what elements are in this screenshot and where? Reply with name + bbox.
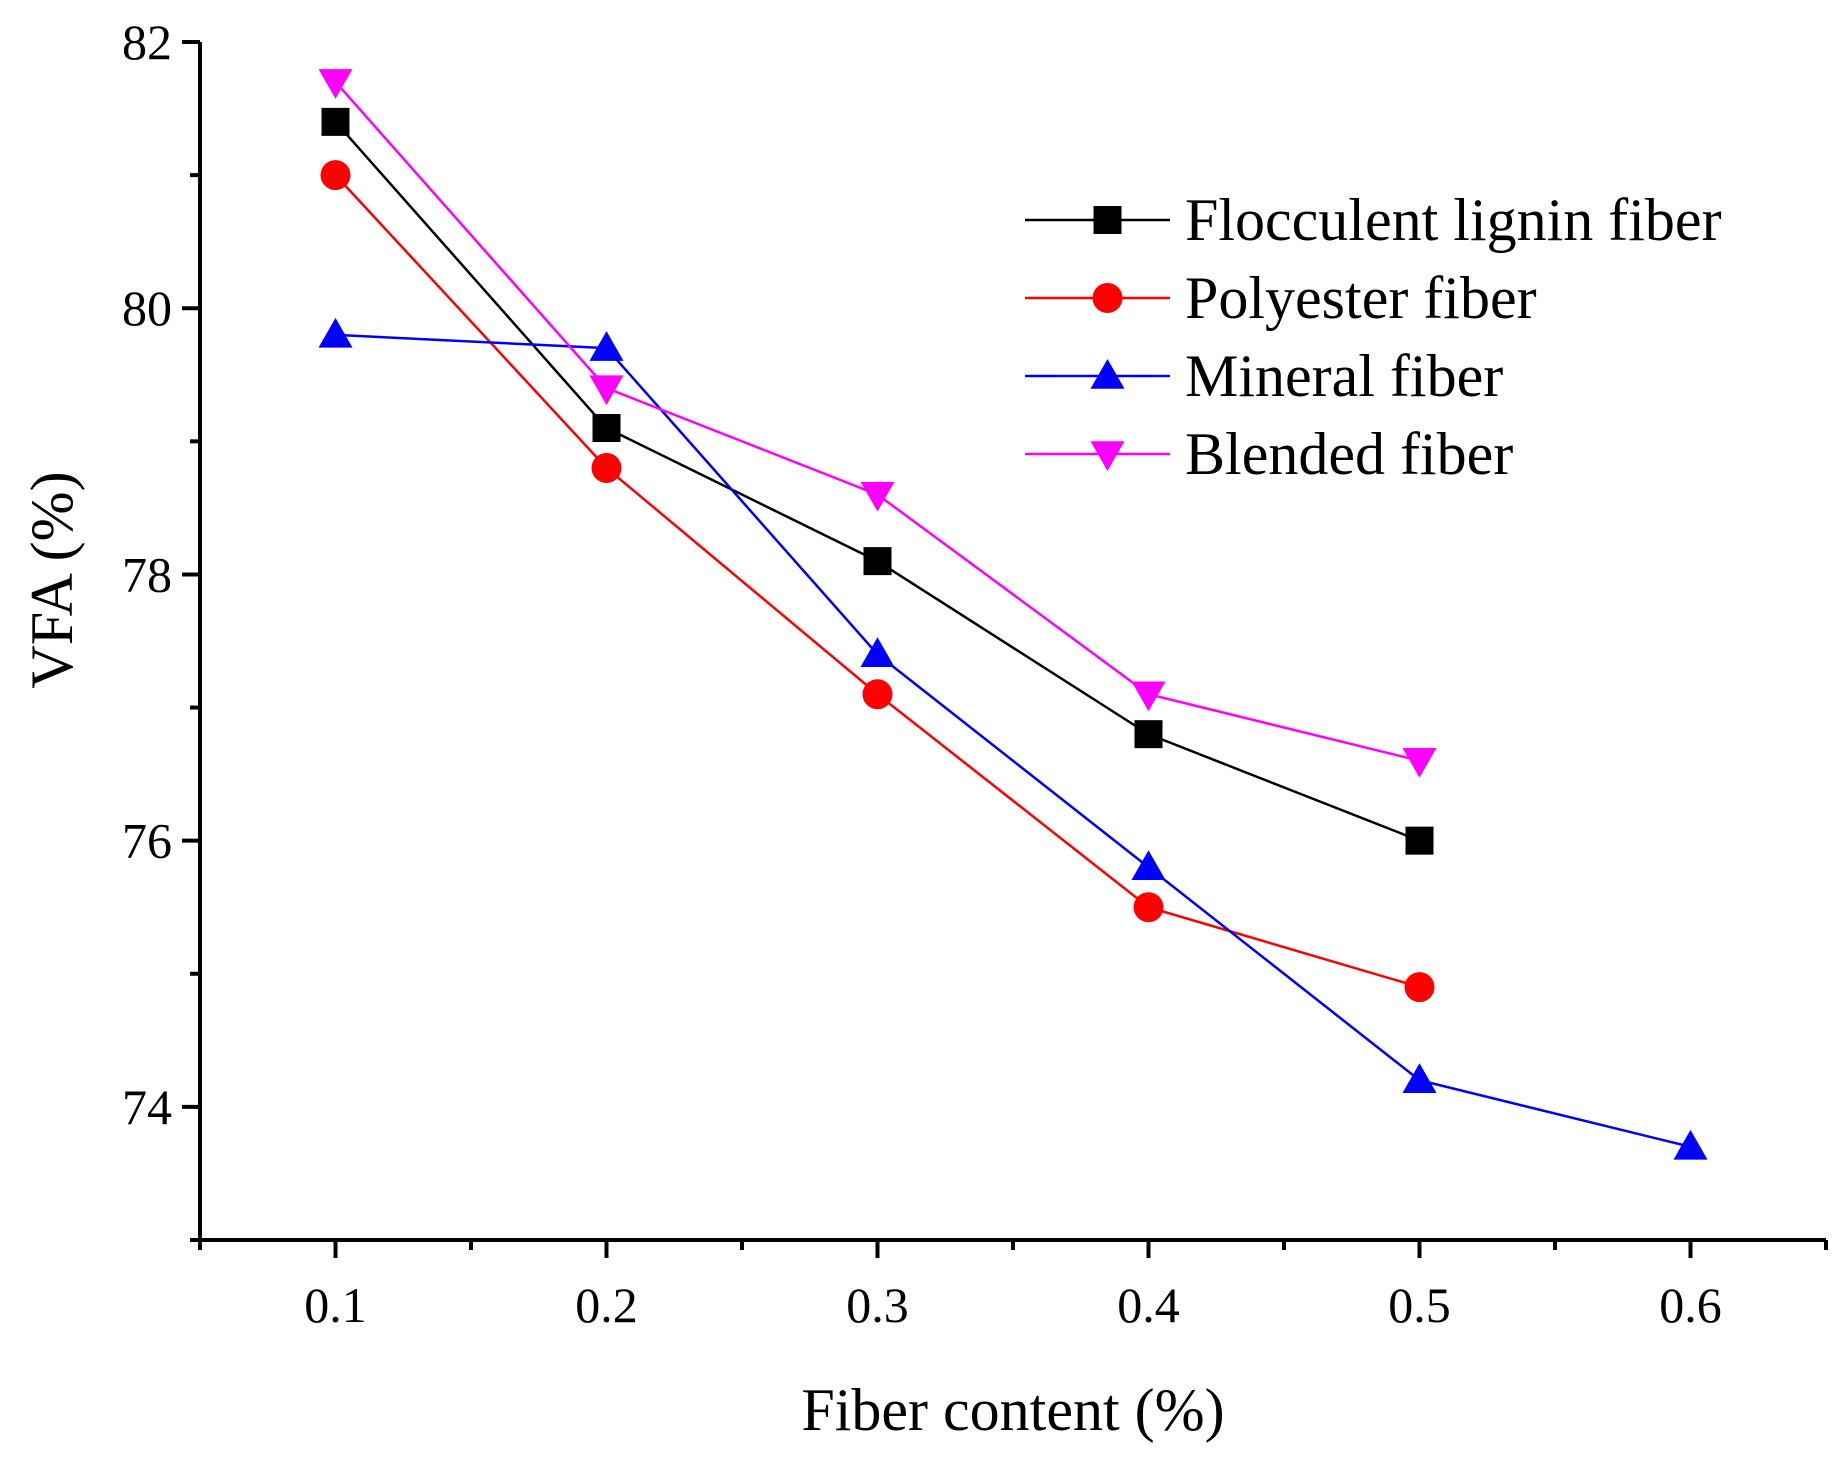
data-point bbox=[589, 375, 624, 406]
x-tick-label: 0.5 bbox=[1388, 1277, 1451, 1333]
legend-marker bbox=[1090, 441, 1125, 471]
y-axis-title: VFA (%) bbox=[19, 471, 85, 688]
data-point bbox=[592, 414, 621, 443]
data-point bbox=[1404, 972, 1435, 1003]
data-point bbox=[1134, 720, 1163, 749]
data-point bbox=[320, 160, 351, 191]
data-point bbox=[1131, 681, 1166, 712]
series-line bbox=[335, 333, 1691, 1149]
y-tick-label: 76 bbox=[122, 813, 172, 869]
data-point bbox=[1402, 1063, 1437, 1094]
legend-label: Polyester fiber bbox=[1185, 265, 1537, 331]
legend-label: Mineral fiber bbox=[1185, 343, 1503, 409]
data-point bbox=[321, 107, 350, 136]
y-tick-label: 78 bbox=[122, 546, 172, 602]
data-point bbox=[860, 481, 895, 512]
data-point bbox=[862, 679, 893, 710]
data-point bbox=[318, 317, 353, 348]
y-tick-label: 80 bbox=[122, 280, 172, 336]
ticks: 74 76 78 80 82 0.1 0.2 0.3 0.4 0.5 0.6 bbox=[122, 14, 1828, 1333]
legend-marker bbox=[1090, 359, 1125, 389]
legend: Flocculent lignin fiber Polyester fiber Mi… bbox=[1025, 187, 1722, 487]
data-point bbox=[863, 547, 892, 576]
x-tick-label: 0.4 bbox=[1117, 1277, 1180, 1333]
legend-marker bbox=[1093, 206, 1122, 234]
y-tick-label: 82 bbox=[122, 14, 172, 70]
data-point bbox=[860, 637, 895, 668]
data-point bbox=[589, 331, 624, 361]
data-point bbox=[1133, 892, 1164, 923]
legend-label: Flocculent lignin fiber bbox=[1185, 187, 1722, 253]
data-point bbox=[1673, 1129, 1708, 1160]
data-point bbox=[1405, 826, 1434, 855]
y-tick-label: 74 bbox=[122, 1079, 172, 1135]
data-point bbox=[1402, 748, 1437, 778]
legend-marker bbox=[1092, 283, 1123, 313]
x-axis-title: Fiber content (%) bbox=[801, 1377, 1224, 1443]
x-tick-label: 0.6 bbox=[1659, 1277, 1722, 1333]
series-markers bbox=[318, 69, 1708, 1160]
x-tick-label: 0.1 bbox=[304, 1277, 367, 1333]
x-tick-label: 0.2 bbox=[575, 1277, 638, 1333]
data-point bbox=[591, 452, 622, 483]
data-point bbox=[318, 69, 353, 99]
legend-label: Blended fiber bbox=[1185, 421, 1513, 487]
data-point bbox=[1131, 850, 1166, 881]
x-tick-label: 0.3 bbox=[846, 1277, 909, 1333]
